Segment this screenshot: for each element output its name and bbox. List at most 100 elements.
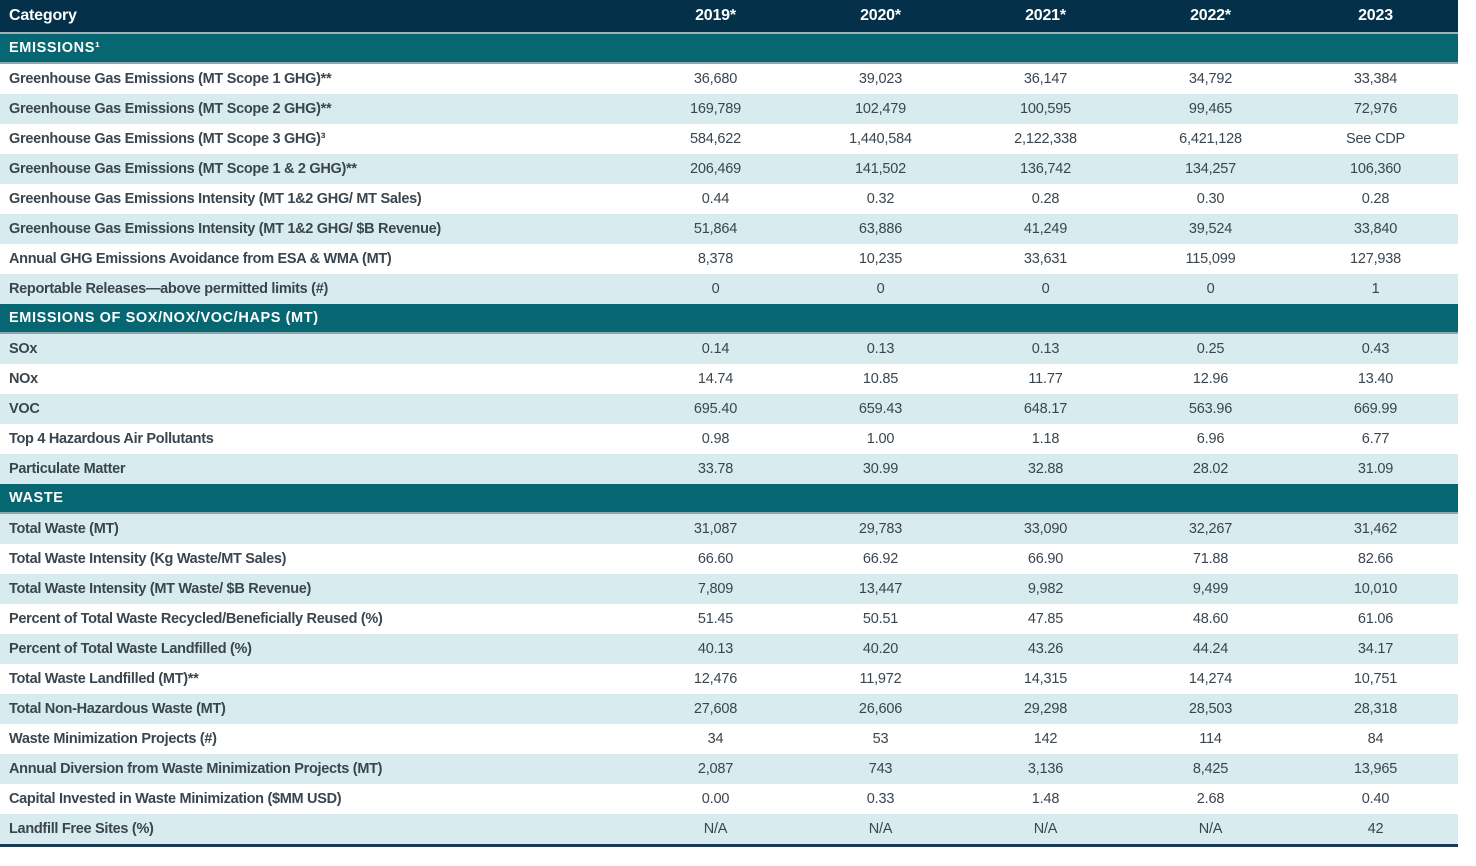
cell-value: 11,972: [859, 671, 902, 687]
cell-value: 13.40: [1357, 371, 1394, 387]
table-row: Total Waste Intensity (Kg Waste/MT Sales…: [0, 544, 1458, 574]
cell-value: 141,502: [854, 161, 906, 177]
row-label: Greenhouse Gas Emissions Intensity (MT 1…: [9, 191, 422, 207]
table-row: Particulate Matter 33.78 30.99 32.88 28.02 31…: [0, 454, 1458, 484]
cell-value: 66.92: [862, 551, 899, 567]
cell-value: N/A: [1033, 821, 1058, 837]
table-row: Top 4 Hazardous Air Pollutants 0.98 1.00 1.…: [0, 424, 1458, 454]
column-header-2023: 2023: [1358, 7, 1393, 24]
cell-value: 34.17: [1357, 641, 1394, 657]
cell-value: 10,010: [1353, 581, 1398, 597]
cell-value: 743: [868, 761, 893, 777]
cell-value: 14,274: [1188, 671, 1233, 687]
cell-value: 7,809: [697, 581, 734, 597]
cell-value: 51,864: [693, 221, 738, 237]
cell-value: 6.96: [1196, 431, 1225, 447]
cell-value: 0.98: [701, 431, 730, 447]
cell-value: 28.02: [1192, 461, 1229, 477]
cell-value: 33,631: [1023, 251, 1068, 267]
cell-value: 169,789: [689, 101, 741, 117]
esg-metrics-table: Category 2019* 2020* 2021* 2022* 2023 EMISSION…: [0, 0, 1458, 847]
row-label: Greenhouse Gas Emissions (MT Scope 1 GHG…: [9, 71, 332, 87]
cell-value: 206,469: [689, 161, 741, 177]
cell-value: 669.99: [1353, 401, 1398, 417]
table-row: NOx 14.74 10.85 11.77 12.96 13.40: [0, 364, 1458, 394]
cell-value: 2,122,338: [1014, 131, 1077, 147]
table-row: Greenhouse Gas Emissions Intensity (MT 1…: [0, 214, 1458, 244]
row-label: VOC: [9, 401, 40, 417]
cell-value: 136,742: [1019, 161, 1071, 177]
column-header-2021: 2021*: [1025, 7, 1066, 24]
row-label: NOx: [9, 371, 38, 387]
cell-value: 13,965: [1353, 761, 1398, 777]
cell-value: 27,608: [693, 701, 738, 717]
section-header-emissions-of-sox-nox-voc-haps-mt: EMISSIONS OF SOX/NOX/VOC/HAPS (MT): [0, 304, 1458, 334]
cell-value: N/A: [1198, 821, 1223, 837]
row-label: Total Waste Intensity (Kg Waste/MT Sales…: [9, 551, 287, 567]
column-header-2022: 2022*: [1190, 7, 1231, 24]
cell-value: 33,840: [1353, 221, 1398, 237]
table-row: Greenhouse Gas Emissions Intensity (MT 1…: [0, 184, 1458, 214]
row-label: Landfill Free Sites (%): [9, 821, 154, 837]
column-header-2020: 2020*: [860, 7, 901, 24]
cell-value: 31,462: [1353, 521, 1398, 537]
cell-value: 648.17: [1023, 401, 1068, 417]
cell-value: 6.77: [1361, 431, 1390, 447]
cell-value: 39,023: [858, 71, 903, 87]
section-header-emissions: EMISSIONS¹: [0, 34, 1458, 64]
section-title: EMISSIONS¹: [9, 40, 101, 56]
cell-value: 39,524: [1188, 221, 1233, 237]
table-row: Waste Minimization Projects (#) 34 53 142 11…: [0, 724, 1458, 754]
table-row: Total Waste Landfilled (MT)** 12,476 11,97…: [0, 664, 1458, 694]
cell-value: 2.68: [1196, 791, 1225, 807]
table-row: Greenhouse Gas Emissions (MT Scope 1 & 2…: [0, 154, 1458, 184]
cell-value: 0.13: [866, 341, 895, 357]
cell-value: 8,378: [697, 251, 734, 267]
cell-value: 32.88: [1027, 461, 1064, 477]
cell-value: 13,447: [858, 581, 903, 597]
cell-value: 10,751: [1353, 671, 1398, 687]
cell-value: 0.33: [866, 791, 895, 807]
table-row: Total Non-Hazardous Waste (MT) 27,608 26,6…: [0, 694, 1458, 724]
cell-value: 48.60: [1192, 611, 1229, 627]
cell-value: 66.60: [697, 551, 734, 567]
cell-value: 0.25: [1196, 341, 1225, 357]
cell-value: 8,425: [1192, 761, 1229, 777]
cell-value: 31.09: [1357, 461, 1394, 477]
cell-value: 82.66: [1357, 551, 1394, 567]
cell-value: 0: [1041, 281, 1050, 297]
table-row: Landfill Free Sites (%) N/A N/A N/A N/A 42: [0, 814, 1458, 844]
cell-value: 695.40: [693, 401, 738, 417]
row-label: Particulate Matter: [9, 461, 126, 477]
cell-value: 0: [711, 281, 720, 297]
row-label: Total Waste (MT): [9, 521, 119, 537]
cell-value: 9,499: [1192, 581, 1229, 597]
cell-value: 40.13: [697, 641, 734, 657]
cell-value: 72,976: [1353, 101, 1398, 117]
column-header-category: Category: [9, 7, 77, 24]
cell-value: 84: [1367, 731, 1384, 747]
row-label: Annual Diversion from Waste Minimization…: [9, 761, 383, 777]
cell-value: 32,267: [1188, 521, 1233, 537]
cell-value: 28,503: [1188, 701, 1233, 717]
cell-value: 14,315: [1023, 671, 1068, 687]
cell-value: 10.85: [862, 371, 899, 387]
cell-value: 142: [1033, 731, 1058, 747]
cell-value: 1.48: [1031, 791, 1060, 807]
cell-value: 0: [876, 281, 885, 297]
cell-value: 36,147: [1023, 71, 1068, 87]
cell-value: 14.74: [697, 371, 734, 387]
table-header-row: Category 2019* 2020* 2021* 2022* 2023: [0, 0, 1458, 34]
cell-value: 12,476: [693, 671, 738, 687]
cell-value: 66.90: [1027, 551, 1064, 567]
cell-value: 584,622: [689, 131, 741, 147]
cell-value: 0.00: [701, 791, 730, 807]
cell-value: 51.45: [697, 611, 734, 627]
cell-value: 12.96: [1192, 371, 1229, 387]
cell-value: 30.99: [862, 461, 899, 477]
table-row: Greenhouse Gas Emissions (MT Scope 3 GHG…: [0, 124, 1458, 154]
row-label: Capital Invested in Waste Minimization (…: [9, 791, 342, 807]
cell-value: 3,136: [1027, 761, 1064, 777]
cell-value: 50.51: [862, 611, 899, 627]
section-title: EMISSIONS OF SOX/NOX/VOC/HAPS (MT): [9, 310, 319, 326]
